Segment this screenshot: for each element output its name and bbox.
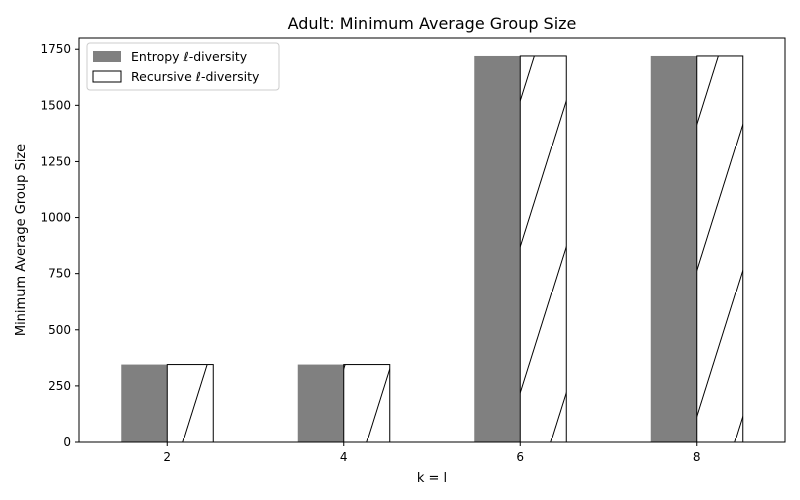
bar-recursive	[520, 56, 566, 442]
y-tick-label: 1000	[40, 211, 71, 225]
bar-entropy	[298, 365, 344, 442]
legend: Entropy ℓ-diversity Recursive ℓ-diversity	[87, 43, 279, 90]
y-tick-label: 1250	[40, 154, 71, 168]
y-axis-label: Minimum Average Group Size	[14, 144, 29, 336]
x-tick-label: 4	[340, 450, 348, 464]
y-tick-label: 500	[48, 323, 71, 337]
x-axis-label: k = l	[417, 471, 447, 486]
y-tick-label: 1500	[40, 98, 71, 112]
bar-recursive	[167, 365, 213, 442]
y-tick-label: 1750	[40, 42, 71, 56]
bar-entropy	[651, 56, 697, 442]
x-tick-label: 6	[516, 450, 524, 464]
chart-title: Adult: Minimum Average Group Size	[288, 14, 577, 33]
y-tick-label: 250	[48, 379, 71, 393]
bar-entropy	[121, 365, 167, 442]
bar-recursive	[344, 365, 390, 442]
x-tick-label: 2	[163, 450, 171, 464]
y-tick-label: 750	[48, 267, 71, 281]
legend-swatch-entropy	[93, 51, 121, 62]
x-tick-label: 8	[693, 450, 701, 464]
y-tick-label: 0	[63, 435, 71, 449]
legend-label: Entropy ℓ-diversity	[131, 49, 248, 64]
bar-recursive	[697, 56, 743, 442]
legend-label: Recursive ℓ-diversity	[131, 69, 260, 84]
plot-area: 0 250 500 750 1000 1250 1500 1750 2 4 6 8	[40, 38, 785, 464]
bar-entropy	[474, 56, 520, 442]
legend-swatch-recursive	[93, 71, 121, 82]
